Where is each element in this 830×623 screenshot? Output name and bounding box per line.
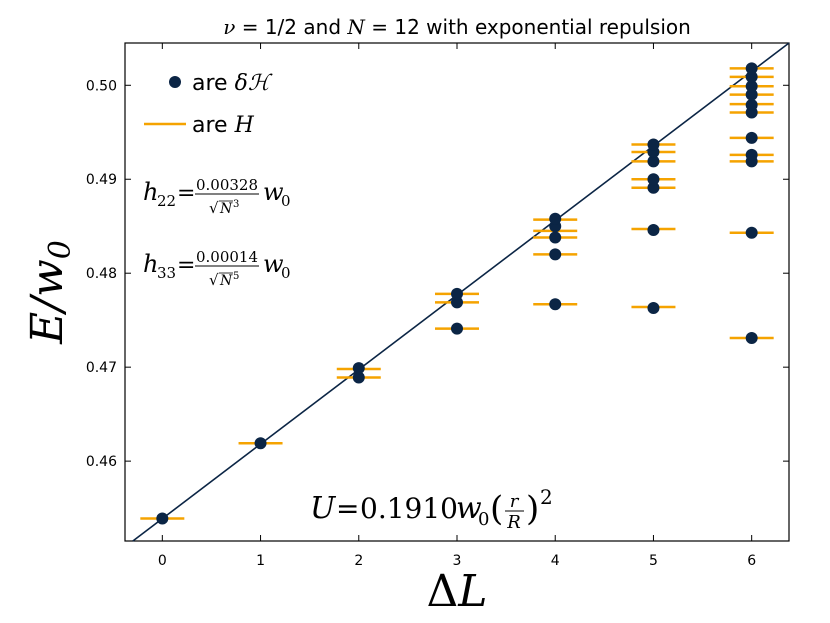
annotation-lhs: h xyxy=(143,250,158,278)
deltaH-point xyxy=(647,223,660,236)
series-deltaH-dots xyxy=(156,62,758,525)
annotation-h33: h33 = 0.00014 √ N 5 w0 xyxy=(143,248,291,289)
deltaH-point xyxy=(451,322,463,335)
potential-coefficient: 0.1910 xyxy=(360,492,458,525)
deltaH-point xyxy=(451,287,463,300)
deltaH-point xyxy=(352,371,365,384)
annotation-denominator-exponent: 5 xyxy=(233,271,239,282)
potential-denominator-R: R xyxy=(506,512,521,533)
annotation-numerator: 0.00014 xyxy=(196,248,258,266)
annotation-sqrt-sign: √ xyxy=(209,199,219,217)
deltaH-point xyxy=(745,88,758,101)
y-tick-label: 0.50 xyxy=(86,78,117,94)
x-tick-label: 1 xyxy=(256,553,265,569)
annotation-rhs-subscript: 0 xyxy=(281,264,291,282)
x-axis-ticks: 0 1 2 3 4 5 6 xyxy=(158,43,756,569)
deltaH-point xyxy=(745,131,758,144)
deltaH-point xyxy=(549,298,562,311)
annotation-denominator-base: N xyxy=(219,201,233,217)
annotation-rhs-subscript: 0 xyxy=(281,192,291,210)
annotation-lhs-subscript: 22 xyxy=(157,192,176,210)
potential-left-paren: ( xyxy=(490,489,503,529)
potential-equals: = xyxy=(336,492,359,525)
deltaH-point xyxy=(647,155,660,168)
annotation-denominator-exponent: 3 xyxy=(233,199,239,210)
deltaH-point xyxy=(451,296,463,309)
deltaH-point xyxy=(745,62,758,75)
deltaH-point xyxy=(647,181,660,194)
annotation-lhs: h xyxy=(143,178,158,206)
potential-w: w xyxy=(456,491,482,526)
deltaH-point xyxy=(745,70,758,83)
annotation-equals: = xyxy=(177,181,195,206)
deltaH-point xyxy=(254,437,267,450)
deltaH-point xyxy=(745,99,758,112)
y-axis-ticks: 0.46 0.47 0.48 0.49 0.50 xyxy=(86,78,789,470)
legend-dot-marker xyxy=(169,76,181,88)
annotation-h22: h22 = 0.00328 √ N 3 w0 xyxy=(143,176,291,217)
annotation-sqrt-sign: √ xyxy=(209,271,219,289)
annotation-numerator: 0.00328 xyxy=(196,176,258,194)
legend: are δℋ are H xyxy=(144,71,273,138)
x-tick-label: 2 xyxy=(354,553,363,569)
deltaH-point xyxy=(549,248,562,261)
deltaH-point xyxy=(745,80,758,93)
potential-w-subscript: 0 xyxy=(478,509,489,530)
potential-right-paren: ) xyxy=(526,489,539,529)
chart-title: ν = 1/2 and N = 12 with exponential repu… xyxy=(223,15,691,39)
potential-exponent: 2 xyxy=(540,485,553,509)
x-tick-label: 4 xyxy=(551,553,560,569)
deltaH-point xyxy=(647,301,660,314)
potential-lhs: U xyxy=(310,491,337,526)
deltaH-point xyxy=(549,231,562,244)
annotation-denominator-base: N xyxy=(219,273,233,289)
annotation-lhs-subscript: 33 xyxy=(157,264,176,282)
annotation-equals: = xyxy=(177,253,195,278)
y-tick-label: 0.49 xyxy=(86,172,117,188)
y-tick-label: 0.48 xyxy=(86,266,117,282)
deltaH-point xyxy=(647,173,660,186)
potential-numerator-r: r xyxy=(510,491,520,512)
deltaH-point xyxy=(156,512,169,525)
annotation-rhs: w xyxy=(263,178,284,206)
x-tick-label: 6 xyxy=(747,553,756,569)
deltaH-point xyxy=(745,332,758,345)
deltaH-point xyxy=(549,212,562,225)
x-tick-label: 3 xyxy=(453,553,462,569)
y-tick-label: 0.46 xyxy=(86,454,117,470)
deltaH-point xyxy=(745,226,758,239)
legend-entry-H: are H xyxy=(192,113,255,138)
y-tick-label: 0.47 xyxy=(86,360,117,376)
legend-entry-deltaH: are δℋ xyxy=(192,71,273,96)
y-axis-label: E/w0 xyxy=(22,240,78,345)
x-tick-label: 5 xyxy=(649,553,658,569)
deltaH-point xyxy=(352,362,365,375)
x-axis-label: ΔL xyxy=(427,566,488,617)
deltaH-point xyxy=(745,148,758,161)
deltaH-point xyxy=(647,138,660,151)
x-tick-label: 0 xyxy=(158,553,167,569)
annotation-rhs: w xyxy=(263,250,284,278)
